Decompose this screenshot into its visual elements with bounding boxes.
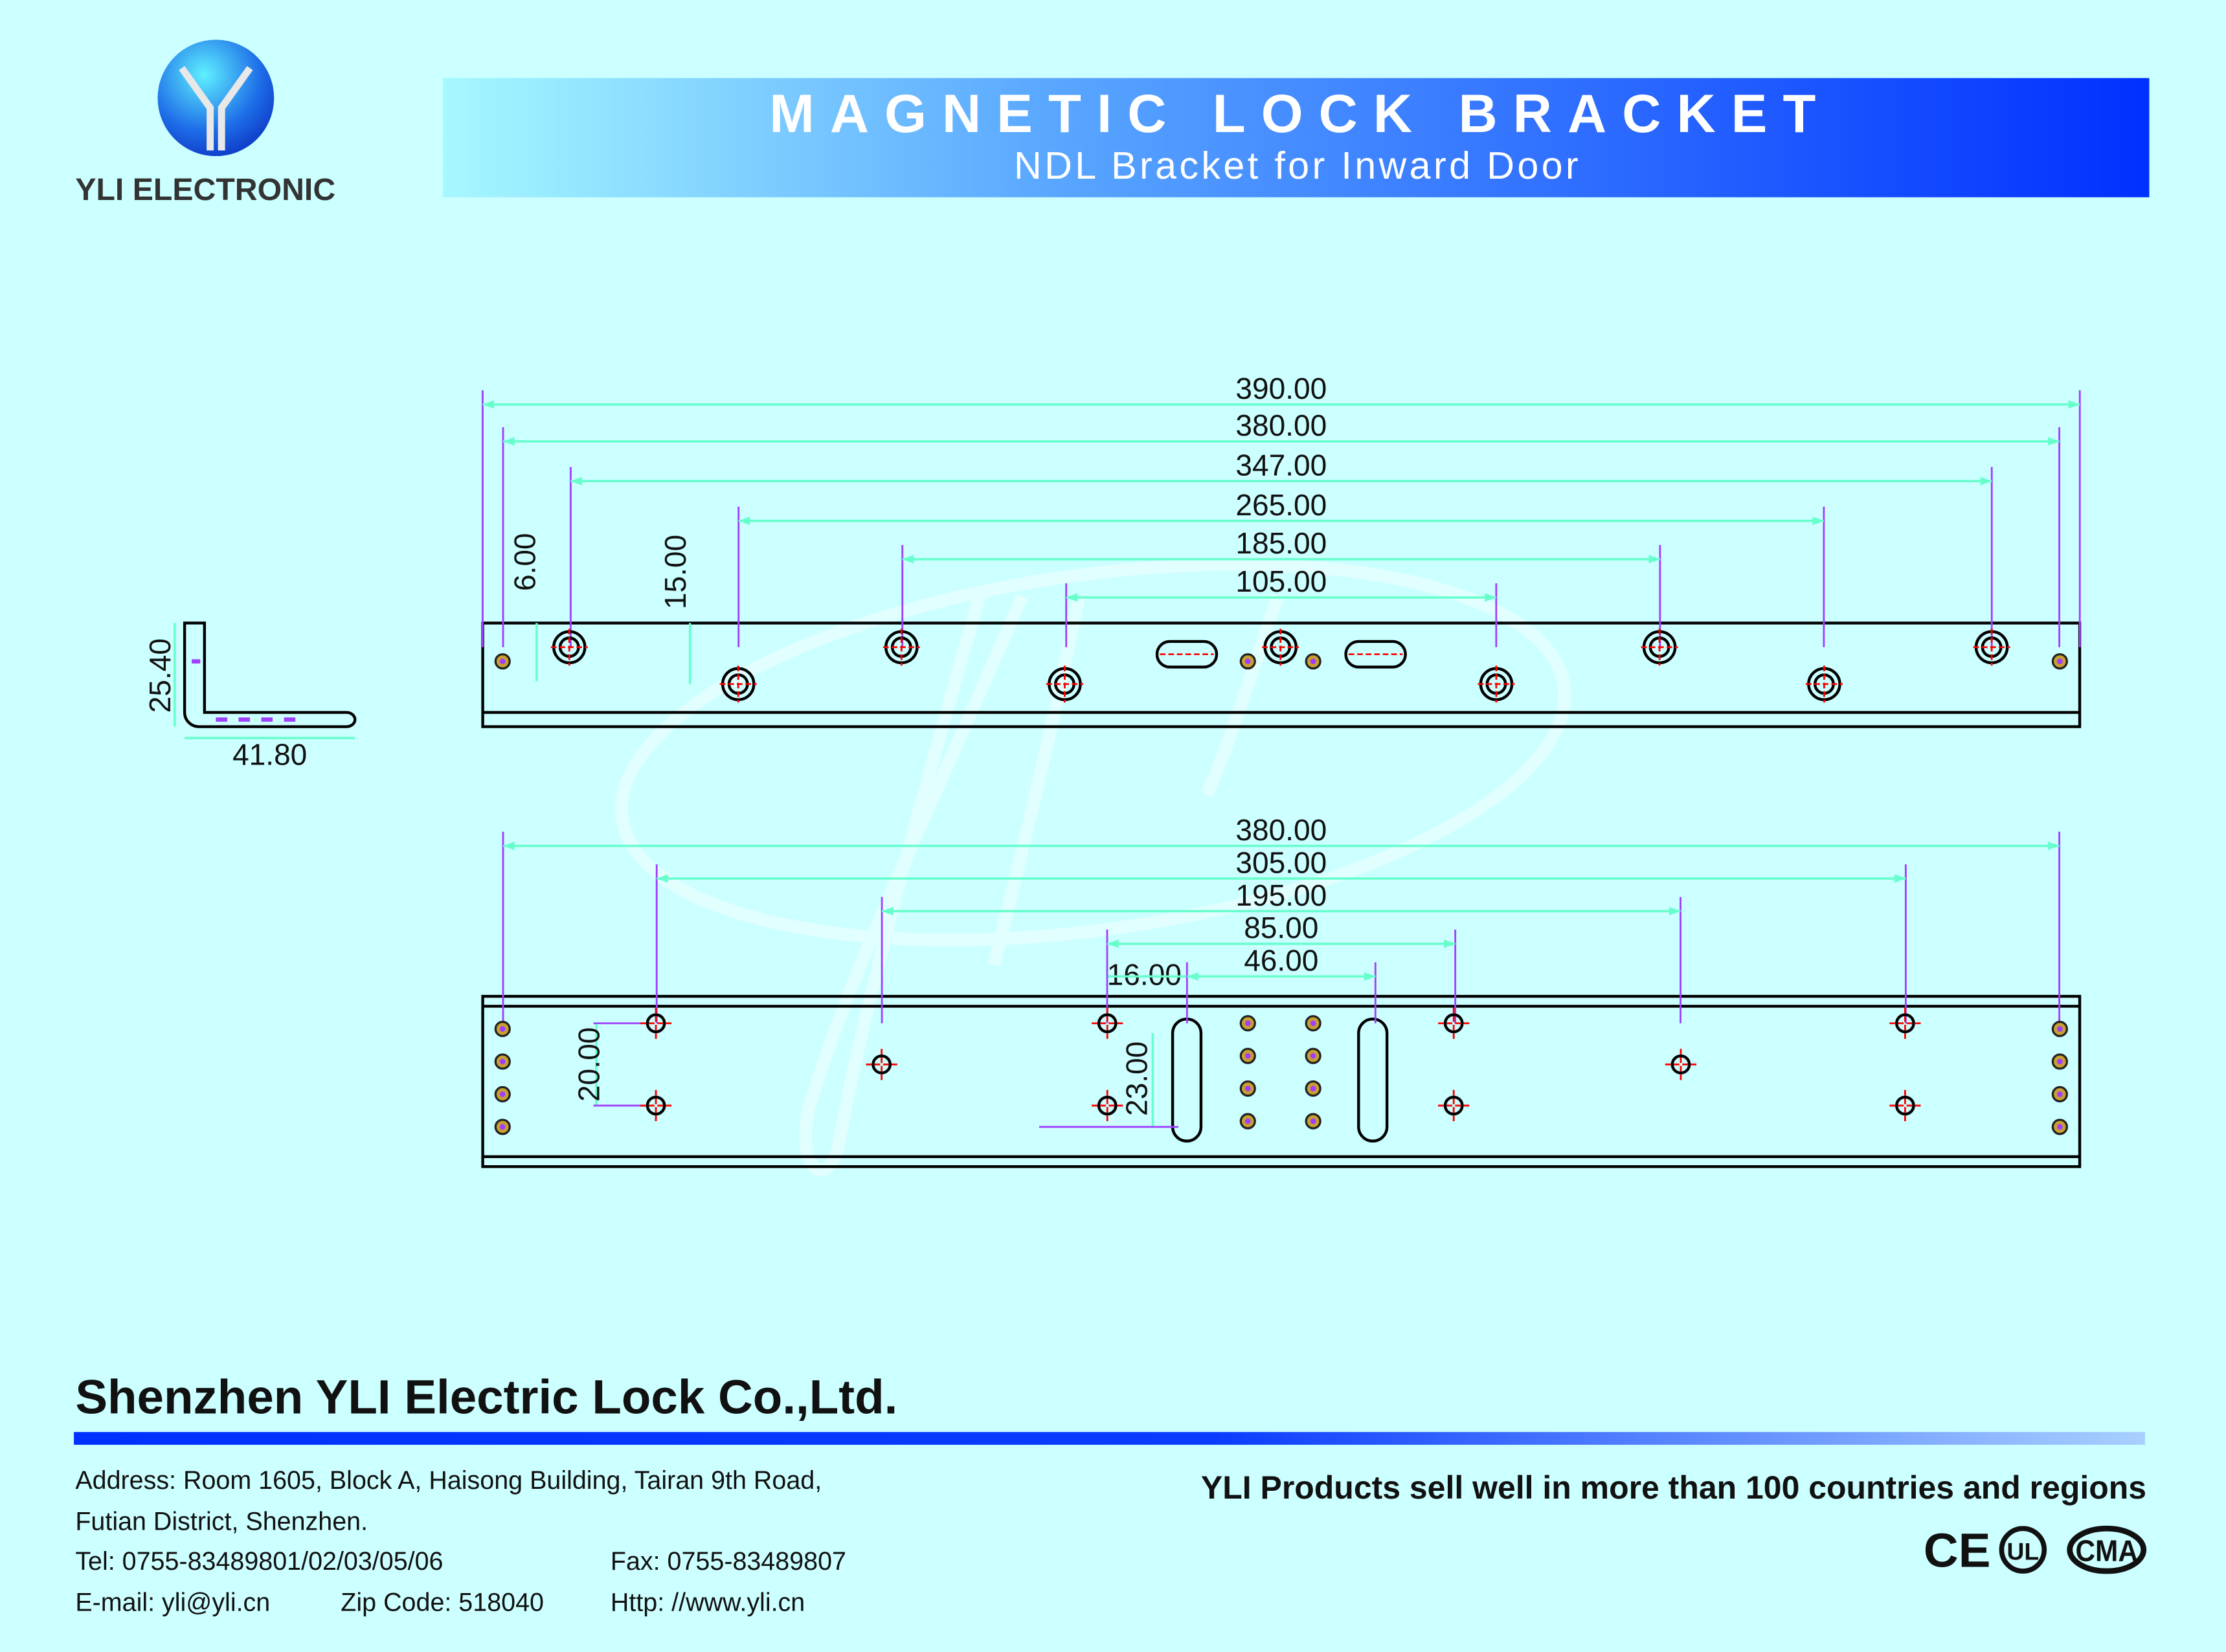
website-link[interactable]: Http: //www.yli.cn bbox=[611, 1588, 805, 1616]
hole bbox=[1895, 1013, 1915, 1034]
centerline-cross bbox=[1889, 1089, 1921, 1122]
dimension-label: 195.00 bbox=[1235, 878, 1327, 912]
header-banner: MAGNETIC LOCK BRACKET NDL Bracket for In… bbox=[443, 78, 2150, 197]
page-subtitle: NDL Bracket for Inward Door bbox=[1014, 144, 1581, 187]
screw-center bbox=[1244, 1020, 1251, 1027]
ul-mark-icon: UL bbox=[1999, 1526, 2047, 1574]
screw-center bbox=[2056, 1091, 2063, 1097]
screw-center bbox=[2056, 1026, 2063, 1032]
centerline-cross bbox=[866, 1049, 897, 1080]
email-link[interactable]: E-mail: yli@yli.cn bbox=[75, 1588, 270, 1616]
centerline-cross bbox=[640, 1089, 672, 1122]
slot-hole bbox=[1357, 1017, 1389, 1143]
dimension-label: 305.00 bbox=[1235, 845, 1327, 879]
centerline-cross bbox=[1438, 1007, 1470, 1039]
centerline-cross bbox=[1092, 1089, 1123, 1122]
dimension-label: 105.00 bbox=[1235, 564, 1327, 598]
logo-text: YLI ELECTRONIC bbox=[75, 172, 335, 207]
company-name: Shenzhen YLI Electric Lock Co.,Ltd. bbox=[75, 1370, 897, 1424]
hole bbox=[646, 1013, 666, 1034]
screw-center bbox=[1244, 1086, 1251, 1091]
cma-mark-icon: CMA bbox=[2067, 1525, 2147, 1574]
cma-mark-text: CMA bbox=[2075, 1534, 2137, 1568]
screw-center bbox=[1310, 1053, 1316, 1059]
side-profile-view: 25.40 41.80 bbox=[143, 621, 357, 772]
logo-y-icon bbox=[157, 39, 275, 157]
dimension-label: 185.00 bbox=[1235, 526, 1327, 560]
certification-logos: CE UL CMA bbox=[1924, 1523, 2147, 1577]
screw-center bbox=[499, 1124, 506, 1130]
hole bbox=[1097, 1095, 1118, 1116]
screw-center bbox=[1310, 1086, 1316, 1091]
ul-mark-text: UL bbox=[2007, 1537, 2040, 1565]
centerline-cross bbox=[1092, 1007, 1123, 1039]
offset-16-label: 16.00 bbox=[1107, 958, 1182, 992]
slot-hole bbox=[1155, 640, 1219, 669]
slogan: YLI Products sell well in more than 100 … bbox=[1201, 1469, 2146, 1506]
dimension-label: 380.00 bbox=[1235, 408, 1327, 442]
screw-center bbox=[1310, 658, 1316, 665]
screw-center bbox=[1310, 1020, 1316, 1027]
dimension-label: 85.00 bbox=[1244, 911, 1318, 944]
dimension-label: 347.00 bbox=[1235, 448, 1327, 482]
screw-center bbox=[2056, 1058, 2063, 1065]
centerline-cross bbox=[1973, 629, 2010, 666]
screw-center bbox=[499, 1091, 506, 1097]
hole bbox=[1443, 1095, 1464, 1116]
centerline-cross bbox=[1665, 1049, 1697, 1080]
screw-center bbox=[1244, 1118, 1251, 1124]
dimension-label: 380.00 bbox=[1235, 813, 1327, 847]
side-width-label: 41.80 bbox=[232, 738, 307, 772]
centerline-cross bbox=[1641, 629, 1678, 666]
zip-code: Zip Code: 518040 bbox=[341, 1588, 544, 1616]
screw-center bbox=[2056, 658, 2063, 665]
offset-20-label: 20.00 bbox=[572, 1027, 605, 1102]
centerline-cross bbox=[1478, 665, 1515, 703]
screw-center bbox=[499, 1026, 506, 1032]
centerline-cross bbox=[883, 629, 920, 666]
company-logo: YLI ELECTRONIC bbox=[75, 39, 335, 207]
offset-23-label: 23.00 bbox=[1120, 1042, 1154, 1116]
centerline-cross bbox=[719, 665, 757, 703]
centerline-cross bbox=[640, 1007, 672, 1039]
dimension-label: 390.00 bbox=[1235, 372, 1327, 405]
centerline-cross bbox=[1438, 1089, 1470, 1122]
screw-center bbox=[1310, 1118, 1316, 1124]
footer: Shenzhen YLI Electric Lock Co.,Ltd. Addr… bbox=[74, 1370, 2147, 1616]
hole bbox=[1670, 1054, 1691, 1075]
address-line-1: Address: Room 1605, Block A, Haisong Bui… bbox=[75, 1466, 822, 1495]
side-height-label: 25.40 bbox=[143, 638, 177, 713]
dimension-label: 265.00 bbox=[1235, 488, 1327, 522]
fax: Fax: 0755-83489807 bbox=[611, 1547, 846, 1576]
centerline-cross bbox=[1805, 665, 1843, 703]
offset-15-label: 15.00 bbox=[658, 535, 692, 609]
screw-center bbox=[2056, 1124, 2063, 1130]
hole bbox=[871, 1054, 892, 1075]
ce-mark-icon: CE bbox=[1924, 1523, 1991, 1577]
hole bbox=[1443, 1013, 1464, 1034]
hole bbox=[1895, 1095, 1915, 1116]
footer-divider bbox=[74, 1432, 2145, 1445]
slot-hole bbox=[1344, 640, 1407, 669]
telephone: Tel: 0755-83489801/02/03/05/06 bbox=[75, 1547, 443, 1576]
screw-center bbox=[1244, 1053, 1251, 1059]
page-title: MAGNETIC LOCK BRACKET bbox=[769, 84, 1831, 144]
bottom-view: 20.00 23.00 16.00 380.00305.00195.0085.0… bbox=[481, 813, 2082, 1168]
centerline-cross bbox=[1889, 1007, 1921, 1039]
dimension-label: 46.00 bbox=[1244, 944, 1318, 977]
screw-center bbox=[1244, 658, 1251, 665]
centerline-cross bbox=[1262, 629, 1299, 666]
hole bbox=[1097, 1013, 1118, 1034]
offset-6-label: 6.00 bbox=[508, 533, 542, 591]
centerline-cross bbox=[1046, 665, 1083, 703]
centerline-cross bbox=[550, 629, 588, 666]
screw-center bbox=[499, 1058, 506, 1065]
hole bbox=[646, 1095, 666, 1116]
screw-center bbox=[499, 658, 506, 665]
address-line-2: Futian District, Shenzhen. bbox=[75, 1507, 368, 1535]
